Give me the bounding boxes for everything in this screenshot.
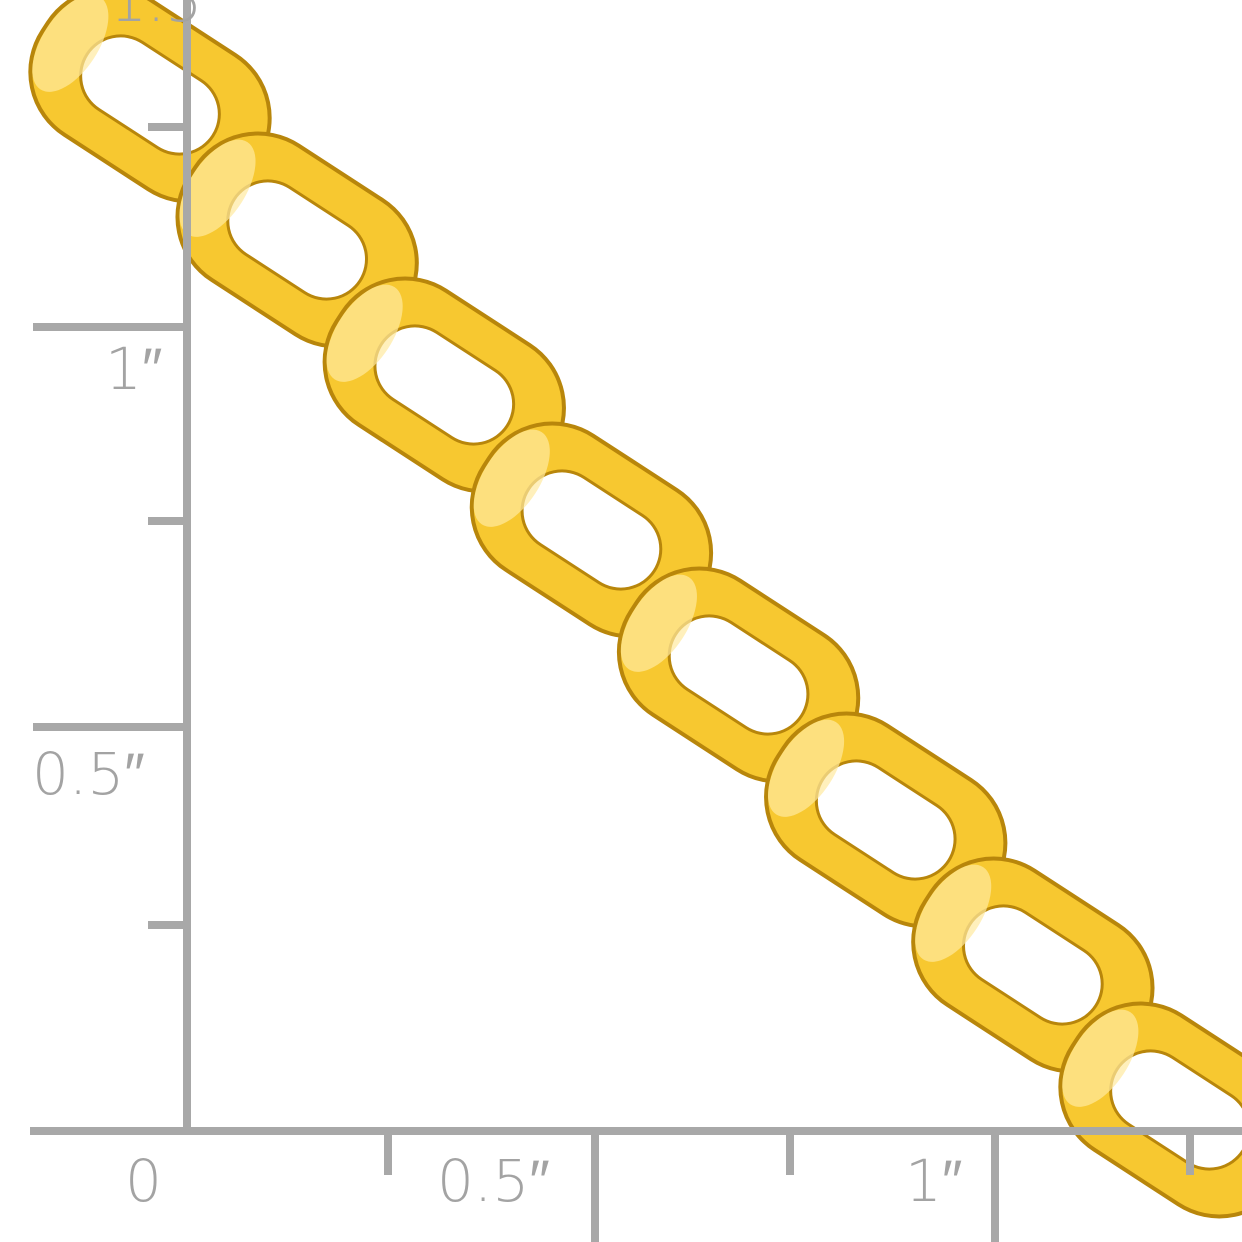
ruler-label-0: 0 [125, 1147, 162, 1215]
chain-link [1058, 1001, 1242, 1219]
ruler-label-1in-horizontal: 1″ [905, 1147, 963, 1215]
chain-link [764, 711, 1008, 929]
chain-link [616, 566, 861, 784]
ruler-label-0.5in-vertical: 0.5″ [32, 740, 145, 808]
ruler-label-1.5in: 1.5″ [110, 0, 223, 35]
ruler-label-1in-vertical: 1″ [105, 335, 163, 403]
chain-link [469, 421, 714, 639]
chain-link [911, 856, 1155, 1074]
ruler [30, 0, 1242, 1242]
chain-link [322, 276, 566, 494]
chain-link [175, 131, 419, 349]
ruler-label-0.5in-horizontal: 0.5″ [437, 1147, 550, 1215]
